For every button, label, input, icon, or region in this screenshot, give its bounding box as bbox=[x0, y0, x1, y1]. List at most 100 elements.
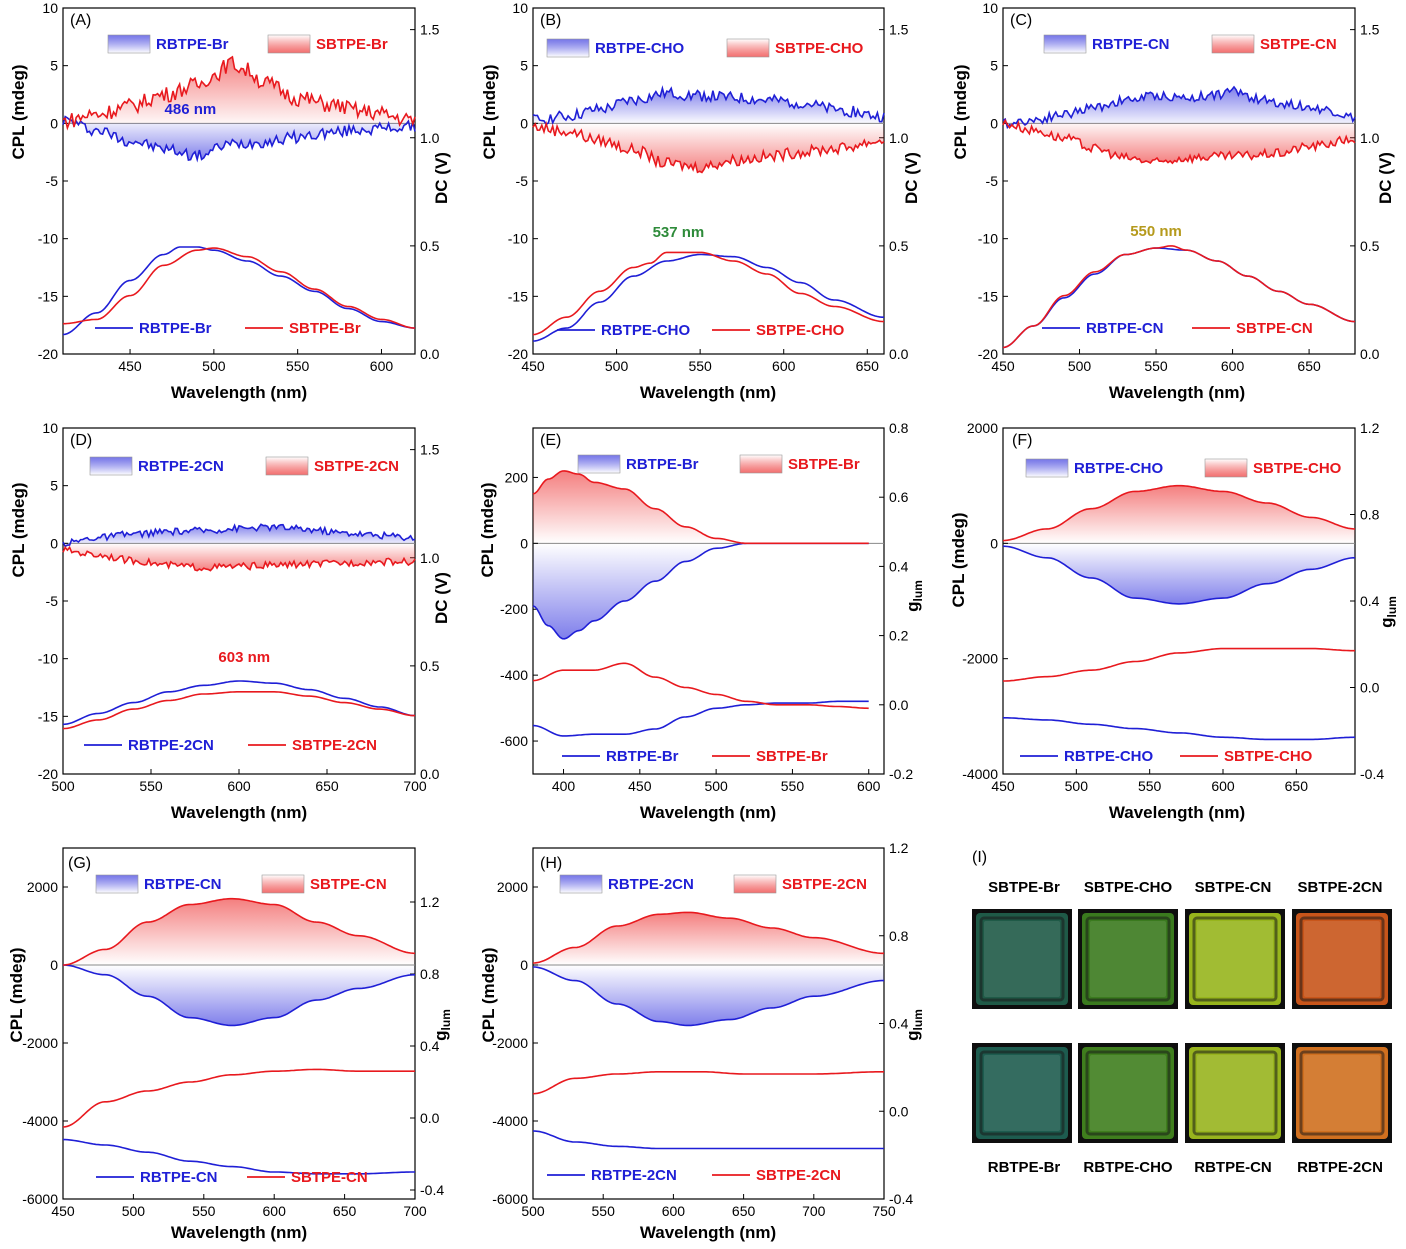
y-tick-label: -15 bbox=[508, 288, 528, 304]
cpl-legend-swatch bbox=[559, 874, 603, 894]
cpl-fill-F-1 bbox=[1003, 485, 1355, 544]
y2-tick-label: -0.4 bbox=[420, 1182, 444, 1198]
y2-tick-label: 1.5 bbox=[1360, 22, 1380, 38]
panel-H: (H) CPL (mdeg) glum Wavelength (nm) bbox=[479, 855, 925, 1242]
x-tick-label: 650 bbox=[732, 1203, 756, 1219]
cpl-legend-swatch bbox=[1025, 458, 1069, 478]
sample-film-bottom-2 bbox=[1082, 1047, 1174, 1139]
y-tick-label: -10 bbox=[508, 231, 528, 247]
cpl-legend-label: SBTPE-CN bbox=[310, 876, 387, 893]
x-tick-label: 550 bbox=[1144, 358, 1168, 374]
dc-legend-label: RBTPE-Br bbox=[606, 748, 679, 765]
panel-label-G: (G) bbox=[68, 855, 91, 872]
cpl-line-F-1 bbox=[1002, 484, 1356, 542]
y-tick-label: -4000 bbox=[22, 1113, 58, 1129]
y2-tick-label: 1.5 bbox=[889, 22, 909, 38]
sample-frame-top-2 bbox=[1085, 916, 1171, 1002]
plot-D: 500 550 600 650 700 -20 -15 -10 -5 0 5 10 0.0 0.5 1.0 1… bbox=[38, 420, 440, 794]
dc-line-H-2 bbox=[532, 1130, 884, 1150]
y2-tick-label: 0.5 bbox=[420, 238, 440, 254]
panel-label-E: (E) bbox=[540, 432, 561, 449]
y-tick-label: -10 bbox=[978, 231, 998, 247]
y2-axis-label-E: glum bbox=[903, 580, 925, 612]
sample-film-top-2 bbox=[1082, 913, 1174, 1005]
cpl-fill-H-0 bbox=[533, 965, 884, 1026]
cpl-line-B-0 bbox=[532, 85, 885, 126]
y-tick-label: 0 bbox=[520, 115, 528, 131]
y-tick-label: -2000 bbox=[962, 651, 998, 667]
x-tick-label: 500 bbox=[122, 1203, 146, 1219]
dc-line-E-3 bbox=[532, 662, 869, 710]
dc-line-A-3 bbox=[63, 247, 416, 329]
cpl-legend-swatch bbox=[95, 874, 139, 894]
sample-film-top-4 bbox=[1296, 913, 1388, 1005]
x-tick-label: 500 bbox=[1065, 778, 1089, 794]
sample-film-top-1 bbox=[976, 913, 1068, 1005]
cpl-legend-label: RBTPE-CN bbox=[144, 876, 222, 893]
y-tick-label: 10 bbox=[42, 420, 58, 436]
panel-label-A: (A) bbox=[70, 12, 91, 29]
panel-label-C: (C) bbox=[1010, 12, 1032, 29]
x-tick-label: 450 bbox=[628, 778, 652, 794]
cpl-line-E-1 bbox=[532, 470, 869, 545]
y2-axis-label-F-g: g bbox=[1377, 617, 1396, 627]
x-tick-label: 650 bbox=[1285, 778, 1309, 794]
cpl-legend-swatch bbox=[733, 874, 777, 894]
dc-legend-label: RBTPE-2CN bbox=[128, 737, 214, 754]
y2-tick-label: 0.0 bbox=[1360, 346, 1380, 362]
plot-frame-G bbox=[62, 847, 416, 1200]
y-tick-label: 10 bbox=[42, 0, 58, 16]
dc-legend-label: RBTPE-CHO bbox=[601, 322, 690, 339]
dc-legend-label: SBTPE-CN bbox=[1236, 320, 1313, 337]
photo-top-label-3: SBTPE-CN bbox=[1195, 879, 1272, 896]
cpl-legend-label: SBTPE-2CN bbox=[782, 876, 867, 893]
peak-label-C: 550 nm bbox=[1130, 223, 1182, 240]
x-tick-label: 550 bbox=[688, 358, 712, 374]
y-tick-label: 5 bbox=[520, 58, 528, 74]
y-axis-label-A: CPL (mdeg) bbox=[9, 64, 28, 159]
y2-tick-label: 1.5 bbox=[420, 442, 440, 458]
plot-E: 400 450 500 550 600 -600 -400 -200 0 200 -0.2 0.0 0.… bbox=[500, 420, 913, 794]
y2-tick-label: 1.2 bbox=[420, 894, 440, 910]
y-axis-label-G: CPL (mdeg) bbox=[7, 947, 26, 1042]
dc-line-B-3 bbox=[532, 251, 885, 336]
sample-sheen-top-4 bbox=[1304, 921, 1380, 997]
plot-A: 450 500 550 600 -20 -15 -10 -5 0 5 10 0.0 0.5 1.0 1.5 R… bbox=[38, 0, 440, 374]
dc-line-D-3 bbox=[62, 691, 415, 730]
dc-line-E-2 bbox=[532, 700, 869, 737]
cpl-legend-label: RBTPE-CN bbox=[1092, 36, 1170, 53]
x-tick-label: 600 bbox=[857, 778, 881, 794]
y-tick-label: -10 bbox=[38, 651, 58, 667]
x-tick-label: 550 bbox=[781, 778, 805, 794]
cpl-fill-E-1 bbox=[533, 470, 869, 544]
cpl-legend-label: SBTPE-CHO bbox=[1253, 460, 1342, 477]
x-tick-label: 550 bbox=[192, 1203, 216, 1219]
cpl-legend-label: SBTPE-CHO bbox=[775, 40, 864, 57]
y-tick-label: -400 bbox=[500, 667, 528, 683]
x-axis-label-C: Wavelength (nm) bbox=[1109, 383, 1245, 402]
sample-frame-top-3 bbox=[1192, 916, 1278, 1002]
x-tick-label: 500 bbox=[51, 778, 75, 794]
y2-tick-label: -0.2 bbox=[889, 766, 913, 782]
cpl-fill-F-0 bbox=[1003, 543, 1355, 604]
sample-sheen-top-2 bbox=[1090, 921, 1166, 997]
sample-sheen-top-1 bbox=[984, 921, 1060, 997]
y-axis-label-E: CPL (mdeg) bbox=[478, 482, 497, 577]
photo-grid bbox=[972, 909, 1392, 1143]
panel-D: (D) CPL (mdeg) DC (V) Wavelength (nm) bbox=[9, 432, 451, 822]
sample-film-bottom-1 bbox=[976, 1047, 1068, 1139]
panel-F: (F) CPL (mdeg) glum Wavelength (nm) bbox=[949, 432, 1399, 822]
y2-tick-label: 0.0 bbox=[420, 766, 440, 782]
cpl-legend-label: SBTPE-Br bbox=[788, 456, 860, 473]
cpl-legend-swatch bbox=[89, 456, 133, 476]
y-tick-label: -2000 bbox=[22, 1035, 58, 1051]
panel-label-H: (H) bbox=[540, 855, 562, 872]
x-tick-label: 450 bbox=[991, 358, 1015, 374]
x-tick-label: 700 bbox=[802, 1203, 826, 1219]
x-tick-label: 500 bbox=[1068, 358, 1092, 374]
cpl-line-C-1 bbox=[1002, 118, 1356, 165]
panel-G: (G) CPL (mdeg) glum Wavelength (nm) bbox=[7, 855, 453, 1242]
cpl-legend-swatch bbox=[1043, 34, 1087, 54]
y2-tick-label: 1.0 bbox=[420, 550, 440, 566]
x-tick-label: 600 bbox=[370, 358, 394, 374]
